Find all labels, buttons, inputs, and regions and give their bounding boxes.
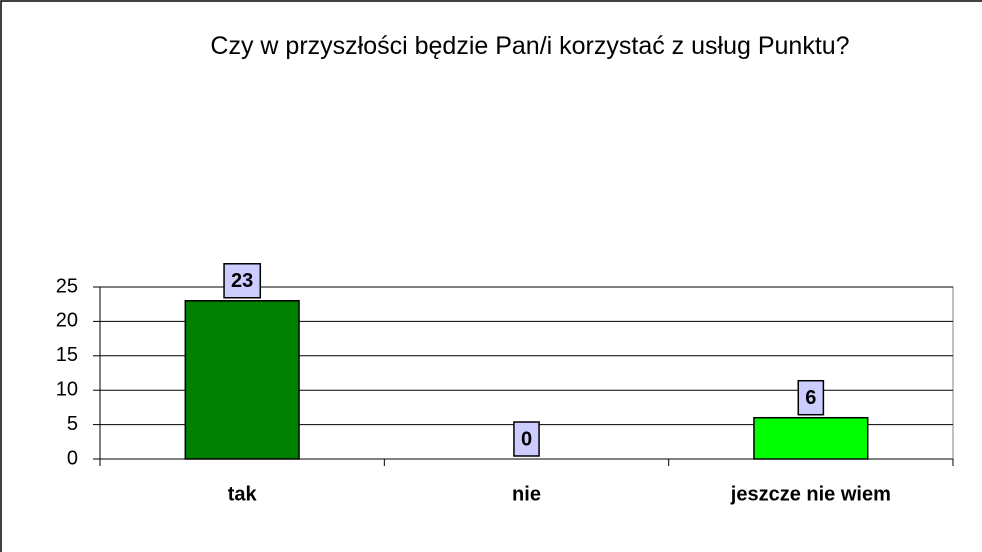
y-tick-label: 20 [56,310,78,332]
x-tick-label: jeszcze nie wiem [730,483,891,505]
data-label-box [223,263,262,299]
data-label: 23 [231,270,253,292]
y-tick-label: 25 [56,275,78,297]
y-tick-label: 5 [67,413,78,435]
y-tick-label: 0 [67,447,78,469]
data-label-box [513,421,540,457]
chart-title: Czy w przyszłości będzie Pan/i korzystać… [210,32,850,60]
x-tick-label: nie [512,483,541,505]
data-label: 6 [805,387,816,409]
data-label-box [797,379,825,416]
bar [184,300,300,460]
y-tick-label: 10 [56,378,78,400]
y-tick-label: 15 [56,344,78,366]
x-tick-label: tak [228,483,258,505]
data-label: 0 [521,428,532,450]
bar [753,416,869,460]
